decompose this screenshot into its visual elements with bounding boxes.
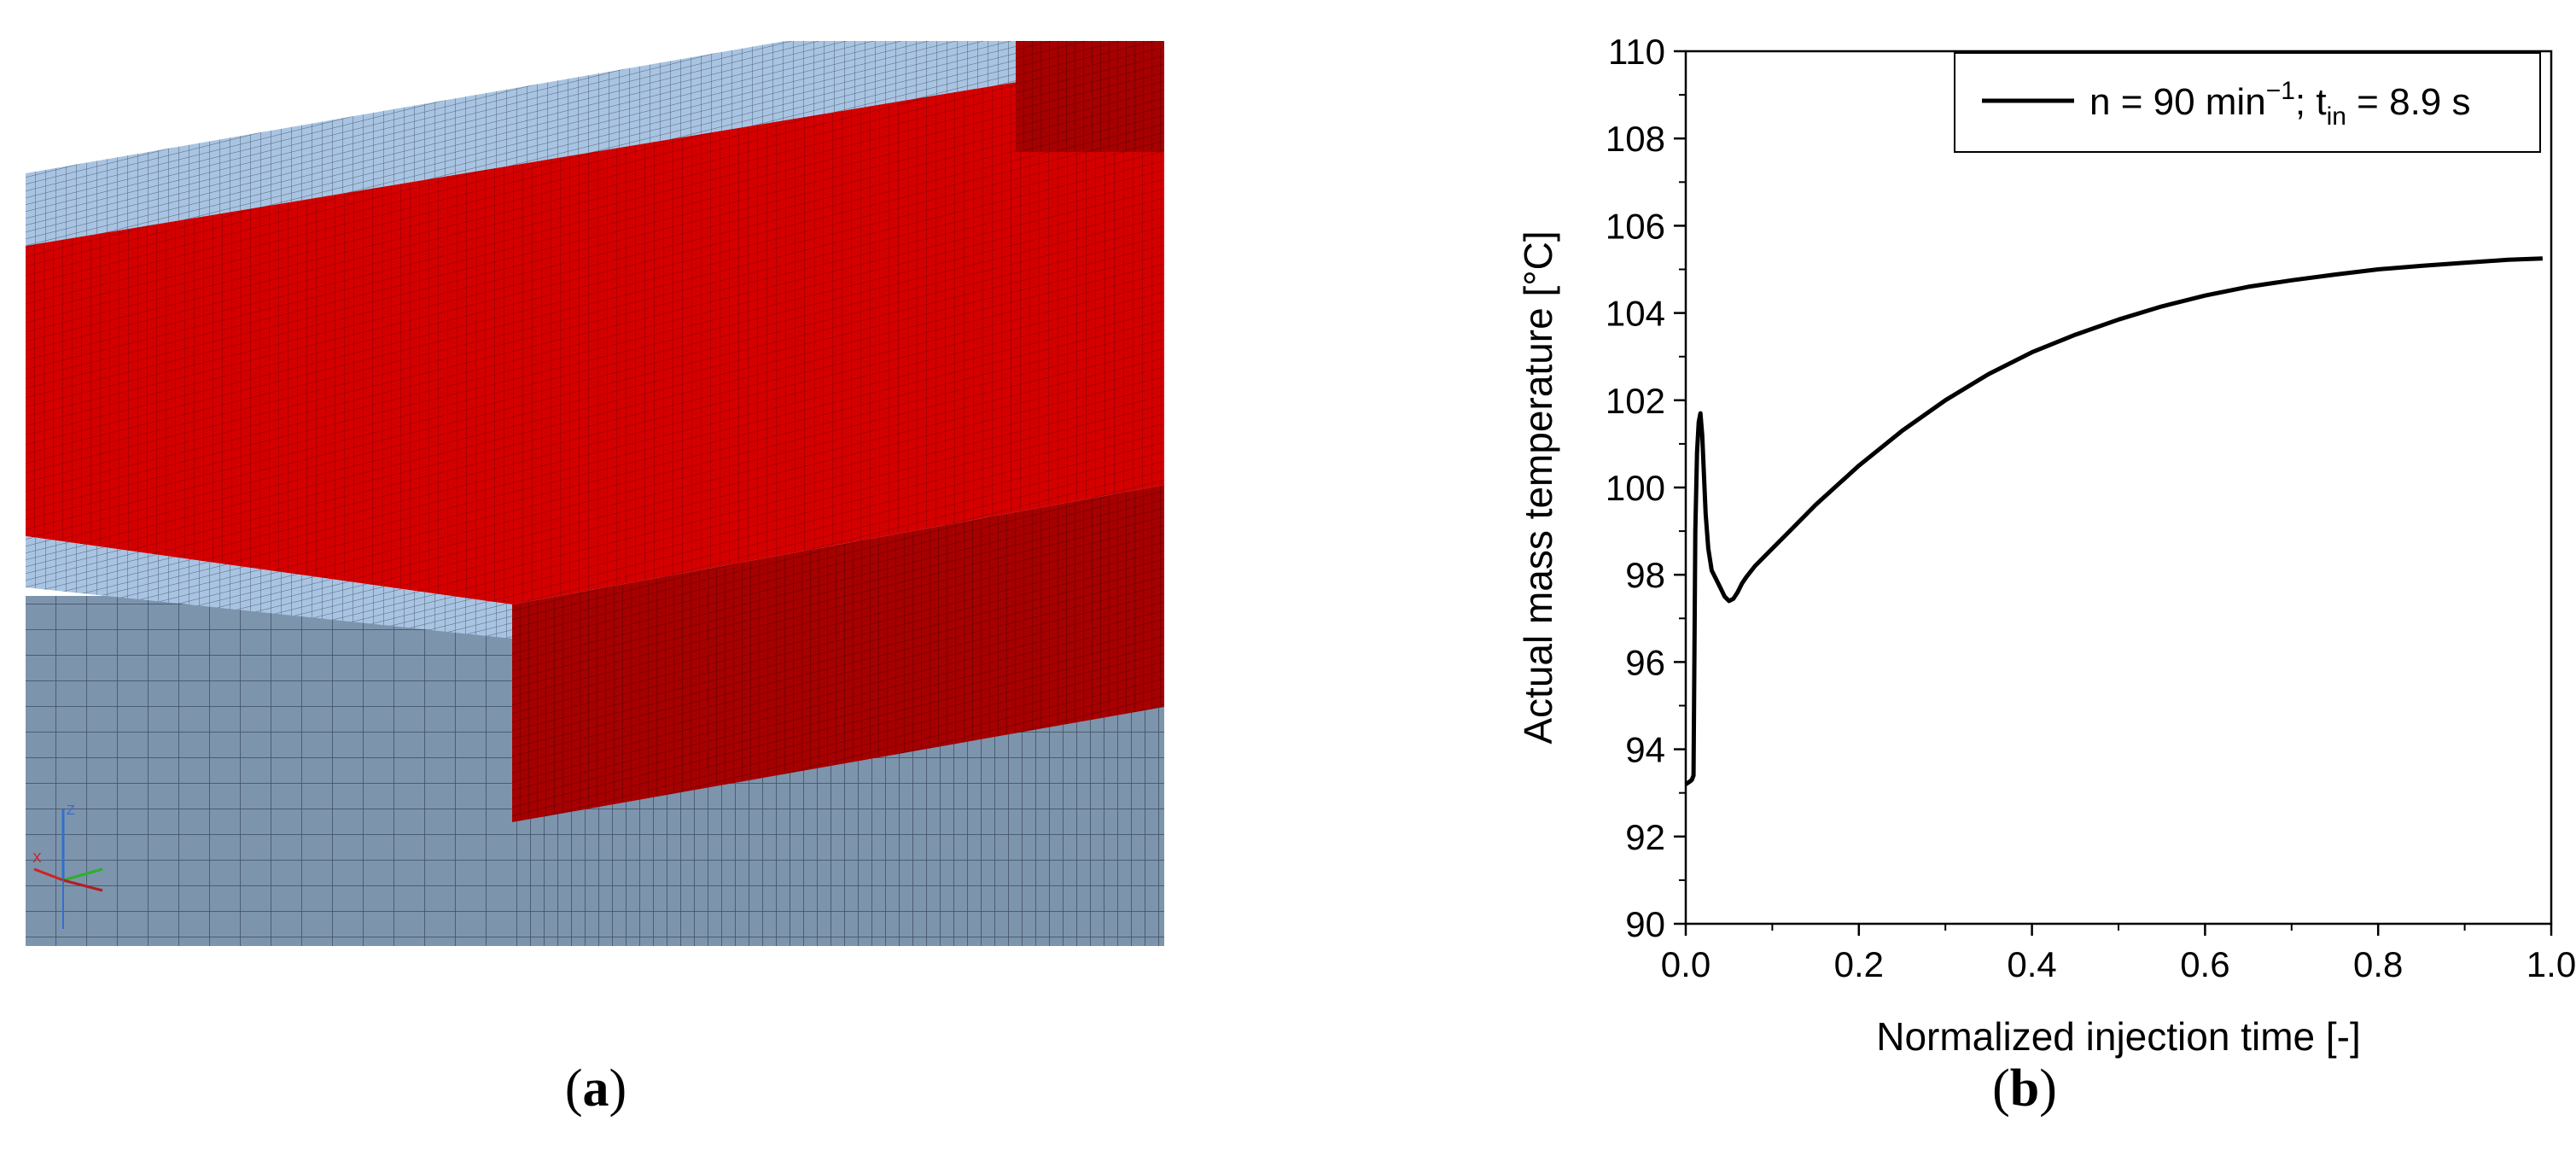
x-axis-label: Normalized injection time [-] [1876, 1014, 2361, 1059]
y-tick-label: 98 [1625, 555, 1665, 595]
caption-a-letter: a [582, 1060, 609, 1118]
caption-a: (a) [510, 1059, 681, 1119]
mesh-render: X Z [26, 41, 1164, 946]
x-tick-label: 1.0 [2526, 944, 2576, 984]
legend-entry-main: n = 90 min [2089, 81, 2266, 123]
legend-entry-end: = 8.9 s [2346, 81, 2471, 123]
mesh-top-strip [26, 41, 1164, 246]
caption-a-close: ) [609, 1060, 627, 1118]
x-tick-label: 0.4 [2007, 944, 2056, 984]
y-tick-label: 104 [1606, 294, 1665, 334]
x-tick-label: 0.6 [2180, 944, 2229, 984]
y-tick-label: 108 [1606, 119, 1665, 159]
line-chart: 0.0 0.2 0.4 0.6 0.8 1.0 90 92 94 96 98 100 102 104 10… [1516, 32, 2576, 1059]
y-tick-label: 100 [1606, 468, 1665, 508]
legend-entry-sub: in [2327, 102, 2346, 131]
axis-triad: X Z [32, 803, 103, 929]
caption-a-open: ( [564, 1060, 583, 1118]
x-tick-label: 0.0 [1661, 944, 1711, 984]
mesh-view: X Z [26, 41, 1164, 946]
triad-x-label: X [32, 851, 42, 866]
y-tick-label: 102 [1606, 381, 1665, 421]
plot-frame [1684, 50, 2553, 925]
y-tick-label: 92 [1625, 817, 1665, 857]
legend-entry: n = 90 min−1; tin = 8.9 s [2089, 77, 2471, 131]
mesh-left-step [26, 536, 512, 639]
chart-panel: 0.0 0.2 0.4 0.6 0.8 1.0 90 92 94 96 98 100 102 104 10… [1451, 17, 2576, 1067]
x-tick-label: 0.2 [1834, 944, 1884, 984]
y-tick-label: 94 [1625, 730, 1665, 770]
mesh-cylinder [1016, 41, 1164, 152]
triad-z-label: Z [67, 803, 75, 818]
y-tick-label: 110 [1608, 32, 1665, 72]
mesh-dark-red-wall [512, 485, 1164, 822]
legend-entry-sup: −1 [2266, 77, 2295, 105]
legend-entry-mid: ; t [2295, 81, 2327, 123]
series-line [1684, 256, 2543, 786]
y-tick-label: 96 [1625, 642, 1665, 682]
caption-b-open: ( [1992, 1060, 2010, 1118]
y-tick-label: 90 [1625, 904, 1665, 944]
caption-b-letter: b [2009, 1060, 2040, 1118]
y-axis-label: Actual mass temperature [°C] [1516, 231, 1560, 744]
caption-b-close: ) [2039, 1060, 2057, 1118]
y-tick-label: 106 [1606, 206, 1665, 246]
mesh-red-face [26, 79, 1164, 604]
caption-b: (b) [1939, 1059, 2110, 1119]
x-tick-label: 0.8 [2353, 944, 2403, 984]
